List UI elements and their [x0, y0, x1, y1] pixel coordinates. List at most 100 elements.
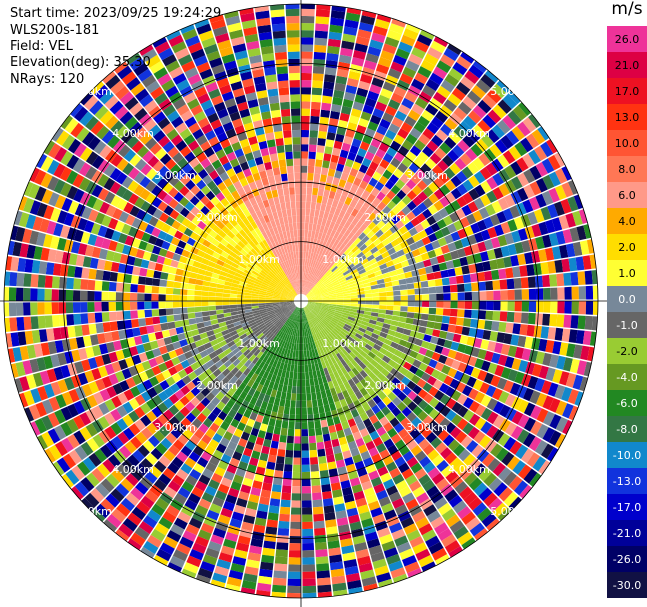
velocity-gate [464, 309, 472, 318]
velocity-gate [393, 290, 401, 296]
velocity-gate [520, 277, 529, 289]
velocity-gate [363, 583, 378, 592]
velocity-gate [560, 198, 572, 214]
velocity-gate [327, 38, 341, 48]
velocity-gate [426, 485, 440, 498]
velocity-gate [308, 435, 316, 444]
velocity-gate [342, 309, 350, 314]
velocity-gate [168, 328, 178, 337]
velocity-gate [257, 575, 272, 585]
velocity-gate [86, 438, 100, 452]
velocity-gate [305, 290, 311, 296]
velocity-gate [540, 206, 552, 221]
velocity-gate [302, 329, 305, 337]
velocity-gate [347, 280, 356, 286]
velocity-gate [295, 329, 298, 337]
velocity-gate [307, 237, 311, 245]
velocity-gate [356, 170, 366, 180]
range-ring-label: 3.00km [406, 169, 448, 182]
velocity-gate [393, 134, 405, 145]
range-ring-label: 2.00km [364, 211, 406, 224]
velocity-gate [348, 242, 357, 251]
velocity-gate [127, 538, 142, 551]
velocity-gate [324, 146, 333, 155]
velocity-gate [522, 432, 536, 448]
velocity-gate [417, 389, 428, 399]
velocity-gate [371, 308, 379, 313]
velocity-gate [501, 367, 512, 380]
velocity-gate [401, 205, 412, 216]
velocity-gate [301, 400, 307, 408]
velocity-gate [474, 171, 486, 184]
velocity-gate [351, 57, 365, 67]
velocity-gate [296, 322, 299, 330]
velocity-gate [543, 411, 555, 426]
velocity-gate [577, 271, 586, 285]
velocity-gate [332, 247, 339, 255]
velocity-gate [393, 168, 404, 179]
velocity-gate [201, 301, 209, 307]
velocity-gate [384, 281, 393, 288]
velocity-gate [180, 313, 189, 320]
velocity-gate [180, 385, 191, 396]
velocity-gate [266, 81, 278, 90]
velocity-gate [30, 288, 38, 301]
velocity-gate [290, 321, 295, 329]
velocity-gate [474, 232, 484, 243]
velocity-gate [535, 288, 544, 300]
velocity-gate [497, 234, 508, 247]
velocity-gate [15, 302, 24, 316]
velocity-gate [289, 80, 300, 88]
velocity-gate [229, 344, 238, 352]
velocity-gate [498, 169, 511, 183]
velocity-gate [320, 477, 330, 486]
velocity-gate [308, 266, 312, 274]
colorbar-tick-label: 8.0 [618, 163, 636, 176]
velocity-gate [224, 447, 235, 458]
velocity-gate [401, 468, 414, 480]
velocity-gate [294, 429, 301, 437]
velocity-gate [371, 292, 380, 297]
velocity-gate [278, 354, 284, 362]
velocity-gate [264, 329, 271, 337]
velocity-gate [400, 122, 413, 133]
velocity-gate [486, 290, 494, 300]
velocity-gate [572, 210, 583, 226]
velocity-gate [308, 223, 313, 231]
velocity-gate [554, 327, 564, 341]
velocity-gate [317, 272, 324, 279]
velocity-gate [301, 471, 311, 480]
velocity-gate [451, 401, 463, 414]
velocity-gate [386, 146, 398, 157]
velocity-gate [360, 450, 371, 461]
velocity-gate [315, 224, 321, 233]
velocity-gate [392, 336, 401, 344]
velocity-gate [376, 426, 387, 437]
velocity-gate [302, 272, 304, 280]
velocity-gate [81, 497, 95, 511]
velocity-gate [353, 335, 361, 343]
velocity-gate [523, 169, 536, 184]
velocity-gate [141, 427, 153, 440]
velocity-gate [428, 193, 439, 204]
velocity-gate [576, 360, 587, 376]
velocity-gate [427, 204, 438, 215]
velocity-gate [508, 146, 522, 161]
velocity-gate [403, 361, 413, 371]
velocity-gate [538, 221, 549, 236]
velocity-gate [270, 109, 281, 118]
velocity-gate [331, 199, 339, 208]
velocity-gate [341, 420, 350, 430]
velocity-gate [470, 273, 479, 283]
velocity-gate [192, 445, 204, 457]
velocity-gate [166, 280, 175, 288]
velocity-gate [393, 229, 403, 239]
velocity-gate [360, 378, 369, 388]
velocity-gate [314, 304, 322, 308]
velocity-gate [427, 314, 436, 322]
velocity-gate [406, 200, 417, 211]
velocity-gate [313, 307, 321, 312]
velocity-gate [385, 309, 394, 315]
velocity-gate [421, 372, 431, 382]
velocity-gate [534, 145, 548, 161]
